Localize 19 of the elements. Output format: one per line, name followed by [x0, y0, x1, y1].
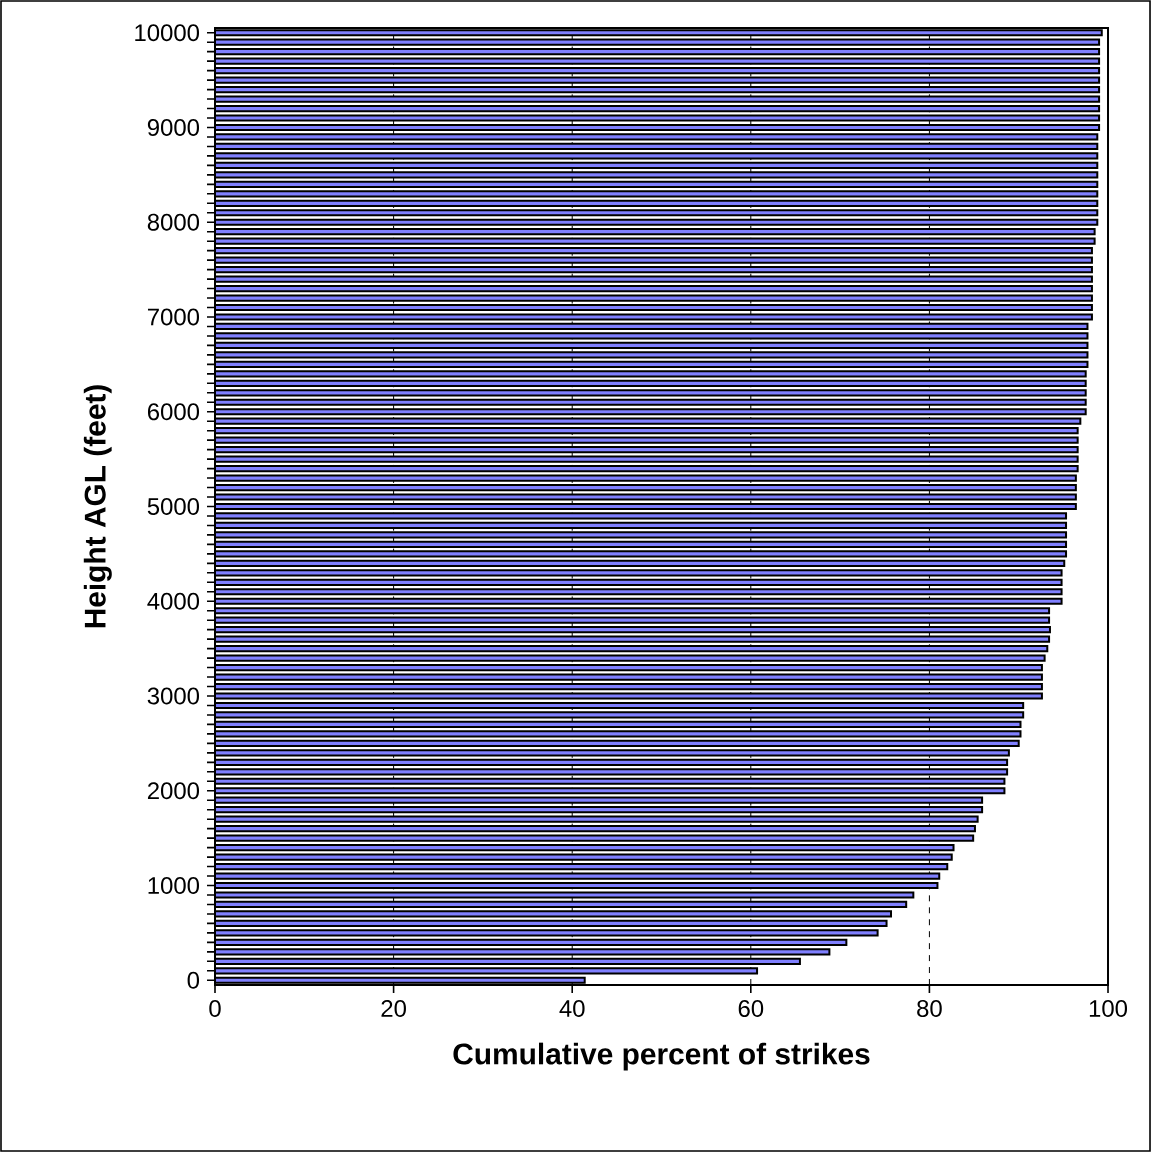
x-tick-label: 40: [559, 1000, 585, 1017]
y-tick-label: 7000: [147, 308, 200, 326]
x-tick-label: 0: [209, 1000, 221, 1017]
x-tick-label: 60: [738, 1000, 764, 1017]
y-tick-label: 5000: [147, 498, 200, 515]
y-tick-label: 2000: [147, 782, 200, 800]
y-tick-label: 6000: [147, 403, 200, 421]
y-tick-label: 3000: [147, 687, 200, 705]
y-tick-label: 4000: [147, 592, 200, 610]
y-tick-label: 1000: [148, 877, 200, 894]
y-tick-label: 8000: [147, 213, 200, 231]
y-tick-label: 10000: [135, 24, 200, 42]
y-tick-label: 9000: [147, 119, 200, 136]
y-tick-label: 0: [187, 971, 200, 989]
y-axis-title: Height AGL (feet): [83, 385, 112, 628]
x-tick-label: 20: [381, 1000, 406, 1017]
x-tick-label: 80: [917, 1000, 942, 1017]
x-axis-title: Cumulative percent of strikes: [453, 1042, 870, 1071]
x-tick-label: 100: [1089, 1000, 1128, 1017]
